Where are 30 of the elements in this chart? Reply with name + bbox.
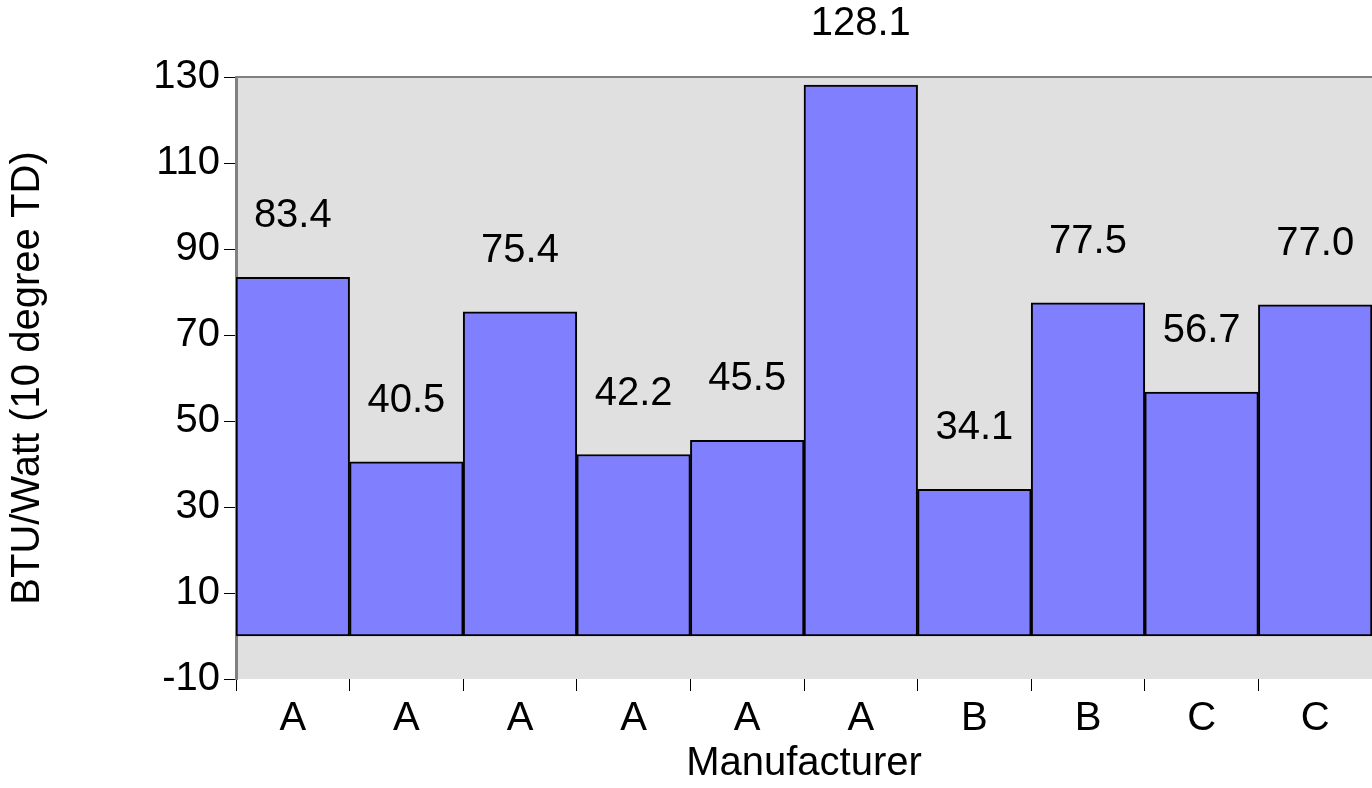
- data-label: 128.1: [810, 0, 911, 44]
- y-tick-label: 30: [175, 482, 220, 527]
- data-label: 34.1: [935, 403, 1014, 448]
- data-label: 77.5: [1049, 216, 1127, 261]
- x-tick-label: C: [1187, 694, 1217, 739]
- y-tick-label: 70: [175, 310, 220, 355]
- y-axis-title: BTU/Watt (10 degree TD): [3, 151, 48, 605]
- data-label: 40.5: [367, 375, 446, 420]
- data-label: 42.2: [594, 368, 673, 413]
- y-tick-label: 90: [175, 224, 220, 269]
- data-label: 45.5: [708, 354, 787, 399]
- x-tick-label: A: [393, 694, 421, 739]
- x-tick-label: B: [961, 694, 988, 739]
- y-tick-label: 130: [153, 52, 220, 97]
- data-label: 77.0: [1276, 218, 1355, 263]
- x-tick-label: A: [733, 694, 761, 739]
- data-label: 56.7: [1162, 306, 1241, 351]
- data-label: 75.4: [481, 225, 559, 270]
- y-tick-label: 10: [175, 568, 220, 613]
- x-tick-label: A: [847, 694, 875, 739]
- x-tick-label: A: [279, 694, 307, 739]
- x-tick-label: A: [620, 694, 648, 739]
- y-tick-label: 110: [156, 138, 220, 183]
- y-tick-label: 50: [175, 396, 220, 441]
- y-tick-label: -10: [162, 654, 220, 699]
- x-tick-label: A: [506, 694, 534, 739]
- x-axis-title: Manufacturer: [686, 739, 922, 784]
- x-tick-label: C: [1300, 694, 1330, 739]
- x-tick-label: B: [1074, 694, 1102, 739]
- data-label: 83.4: [253, 191, 332, 236]
